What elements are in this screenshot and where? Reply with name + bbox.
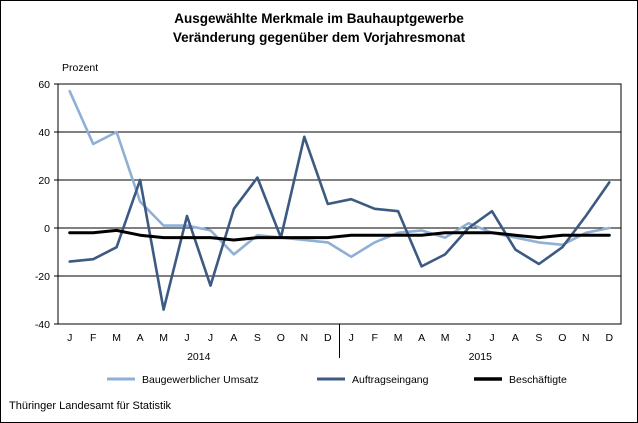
chart-subtitle: Veränderung gegenüber dem Vorjahresmonat — [173, 30, 466, 45]
x-tick-label: N — [301, 332, 309, 344]
x-tick-label: A — [230, 332, 237, 344]
series-line — [68, 135, 611, 311]
source-note: Thüringer Landesamt für Statistik — [9, 400, 172, 412]
y-tick-label: 20 — [38, 175, 50, 187]
x-tick-label: M — [394, 332, 403, 344]
legend-label: Baugewerblicher Umsatz — [142, 374, 259, 386]
x-tick-label: M — [112, 332, 121, 344]
x-tick-label: J — [208, 332, 213, 344]
x-tick-label: D — [605, 332, 613, 344]
x-tick-label: N — [582, 332, 590, 344]
x-tick-label: D — [324, 332, 332, 344]
y-tick-label: -20 — [35, 271, 50, 283]
x-tick-label: A — [512, 332, 519, 344]
legend-label: Beschäftigte — [509, 374, 567, 386]
x-tick-label: A — [418, 332, 425, 344]
x-tick-label: S — [254, 332, 261, 344]
y-tick-label: 40 — [38, 127, 50, 139]
y-tick-label: 60 — [38, 79, 50, 91]
x-tick-label: A — [137, 332, 144, 344]
y-axis-label: Prozent — [62, 62, 98, 74]
x-tick-label: J — [466, 332, 471, 344]
x-tick-label: F — [90, 332, 96, 344]
x-tick-label: O — [558, 332, 566, 344]
series-line — [68, 89, 611, 259]
x-tick-label: S — [535, 332, 542, 344]
x-tick-label: J — [489, 332, 494, 344]
x-tick-label: M — [159, 332, 168, 344]
x-tick-label: J — [67, 332, 72, 344]
x-tick-label: F — [371, 332, 377, 344]
x-tick-label: J — [184, 332, 189, 344]
year-label: 2014 — [187, 351, 211, 363]
x-tick-label: J — [349, 332, 354, 344]
legend-label: Auftragseingang — [352, 374, 429, 386]
x-tick-label: M — [441, 332, 450, 344]
series-line — [68, 228, 611, 242]
year-label: 2015 — [469, 351, 493, 363]
y-tick-label: 0 — [44, 223, 50, 235]
y-tick-label: -40 — [35, 319, 50, 331]
chart-title: Ausgewählte Merkmale im Bauhauptgewerbe — [174, 11, 464, 26]
x-tick-label: O — [277, 332, 285, 344]
